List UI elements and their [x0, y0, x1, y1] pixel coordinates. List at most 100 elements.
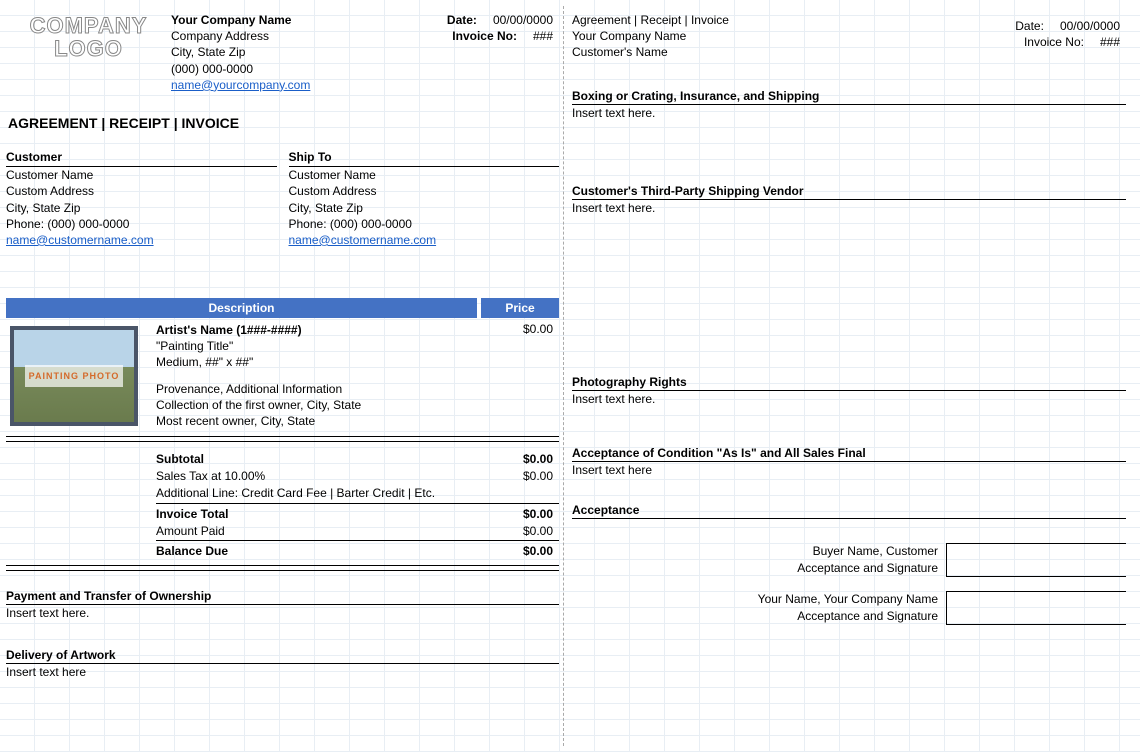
section-text: Insert text here. — [572, 106, 1126, 120]
customer-shipto: Customer Customer Name Custom Address Ci… — [6, 149, 559, 248]
pages-container: COMPANY LOGO Your Company Name Company A… — [0, 0, 1140, 752]
amount-paid-amount: $0.00 — [479, 523, 559, 539]
customer-address: Custom Address — [6, 183, 277, 199]
invoice-value: ### — [1100, 34, 1120, 50]
date-value: 00/00/0000 — [1060, 18, 1120, 34]
line-item: PAINTING PHOTO Artist's Name (1###-####)… — [6, 322, 559, 430]
buyer-sig-label: Acceptance and Signature — [572, 560, 938, 576]
page2-company: Your Company Name — [572, 28, 729, 44]
invoice-label: Invoice No: — [1024, 34, 1084, 50]
company-phone: (000) 000-0000 — [171, 61, 447, 77]
section-heading: Customer's Third-Party Shipping Vendor — [572, 184, 1126, 200]
totals-block: Subtotal$0.00 Sales Tax at 10.00%$0.00 A… — [6, 450, 559, 559]
painting-photo-placeholder: PAINTING PHOTO — [10, 326, 138, 426]
section-heading: Payment and Transfer of Ownership — [6, 589, 559, 605]
provenance: Provenance, Additional Information — [156, 381, 479, 397]
section-heading: Delivery of Artwork — [6, 648, 559, 664]
section-heading: Boxing or Crating, Insurance, and Shippi… — [572, 89, 1126, 105]
section-text: Insert text here. — [572, 392, 1126, 406]
seller-name: Your Name, Your Company Name — [572, 591, 938, 607]
seller-sig-label: Acceptance and Signature — [572, 608, 938, 624]
section-heading: Acceptance — [572, 503, 1126, 519]
divider — [6, 436, 559, 437]
shipto-email-link[interactable]: name@customername.com — [289, 233, 437, 247]
item-description: Artist's Name (1###-####) "Painting Titl… — [146, 322, 479, 430]
shipto-city-zip: City, State Zip — [289, 200, 560, 216]
artist-name: Artist's Name (1###-####) — [156, 322, 479, 338]
date-label: Date: — [1015, 18, 1044, 34]
painting-title: "Painting Title" — [156, 338, 479, 354]
section-delivery: Delivery of Artwork Insert text here — [6, 648, 559, 679]
company-name: Your Company Name — [171, 12, 447, 28]
shipto-heading: Ship To — [289, 149, 560, 167]
balance-due-label: Balance Due — [156, 543, 479, 559]
date-label: Date: — [447, 12, 477, 28]
section-acceptance: Acceptance — [572, 503, 1126, 519]
collection-first-owner: Collection of the first owner, City, Sta… — [156, 397, 479, 413]
seller-signature-field[interactable] — [946, 591, 1126, 625]
divider — [6, 441, 559, 442]
shipto-name: Customer Name — [289, 167, 560, 183]
section-third-party-shipping: Customer's Third-Party Shipping Vendor I… — [572, 184, 1126, 215]
page-2: Agreement | Receipt | Invoice Your Compa… — [572, 6, 1130, 746]
balance-due-amount: $0.00 — [479, 543, 559, 559]
section-payment-transfer: Payment and Transfer of Ownership Insert… — [6, 589, 559, 620]
seller-signature: Your Name, Your Company Name Acceptance … — [572, 591, 1126, 625]
company-address: Company Address — [171, 28, 447, 44]
buyer-signature: Buyer Name, Customer Acceptance and Sign… — [572, 543, 1126, 577]
additional-amount — [479, 485, 559, 501]
section-text: Insert text here — [572, 463, 1126, 477]
section-heading: Photography Rights — [572, 375, 1126, 391]
medium-dimensions: Medium, ##" x ##" — [156, 354, 479, 370]
shipto-address: Custom Address — [289, 183, 560, 199]
signature-block: Buyer Name, Customer Acceptance and Sign… — [572, 543, 1126, 625]
item-price: $0.00 — [479, 322, 559, 430]
shipto-block: Ship To Customer Name Custom Address Cit… — [289, 149, 560, 248]
section-text: Insert text here. — [572, 201, 1126, 215]
page2-customer: Customer's Name — [572, 44, 729, 60]
invoice-label: Invoice No: — [452, 28, 517, 44]
section-heading: Acceptance of Condition "As Is" and All … — [572, 446, 1126, 462]
invoice-total-amount: $0.00 — [479, 506, 559, 522]
customer-name: Customer Name — [6, 167, 277, 183]
th-description: Description — [6, 298, 477, 318]
divider — [6, 565, 559, 566]
page2-meta: Date: 00/00/0000 Invoice No: ### — [1015, 12, 1126, 61]
page2-header-left: Agreement | Receipt | Invoice Your Compa… — [572, 12, 729, 61]
customer-heading: Customer — [6, 149, 277, 167]
painting-photo-label: PAINTING PHOTO — [25, 365, 124, 387]
date-value: 00/00/0000 — [493, 12, 553, 28]
recent-owner: Most recent owner, City, State — [156, 413, 479, 429]
section-photography-rights: Photography Rights Insert text here. — [572, 375, 1126, 406]
tax-label: Sales Tax at 10.00% — [156, 468, 479, 484]
buyer-name: Buyer Name, Customer — [572, 543, 938, 559]
divider — [6, 570, 559, 571]
buyer-signature-field[interactable] — [946, 543, 1126, 577]
company-email-link[interactable]: name@yourcompany.com — [171, 78, 310, 92]
company-city-zip: City, State Zip — [171, 44, 447, 60]
subtotal-amount: $0.00 — [479, 451, 559, 467]
meta-col: Date: 00/00/0000 Invoice No: ### — [447, 6, 559, 93]
section-boxing-shipping: Boxing or Crating, Insurance, and Shippi… — [572, 89, 1126, 120]
company-info: Your Company Name Company Address City, … — [171, 6, 447, 93]
company-logo: COMPANY LOGO — [6, 6, 171, 93]
page-1: COMPANY LOGO Your Company Name Company A… — [6, 6, 564, 746]
customer-phone: Phone: (000) 000-0000 — [6, 216, 277, 232]
invoice-value: ### — [533, 28, 553, 44]
logo-line-1: COMPANY — [12, 14, 165, 37]
section-acceptance-condition: Acceptance of Condition "As Is" and All … — [572, 446, 1126, 477]
invoice-total-label: Invoice Total — [156, 506, 479, 522]
section-text: Insert text here — [6, 665, 559, 679]
subtotal-label: Subtotal — [156, 451, 479, 467]
tax-amount: $0.00 — [479, 468, 559, 484]
customer-email-link[interactable]: name@customername.com — [6, 233, 154, 247]
customer-city-zip: City, State Zip — [6, 200, 277, 216]
section-text: Insert text here. — [6, 606, 559, 620]
additional-label: Additional Line: Credit Card Fee | Barte… — [156, 485, 479, 501]
table-header: Description Price — [6, 298, 559, 318]
page2-topline: Agreement | Receipt | Invoice — [572, 12, 729, 28]
th-price: Price — [481, 298, 559, 318]
painting-thumbnail: PAINTING PHOTO — [6, 322, 146, 430]
amount-paid-label: Amount Paid — [156, 523, 479, 539]
logo-line-2: LOGO — [12, 37, 165, 60]
